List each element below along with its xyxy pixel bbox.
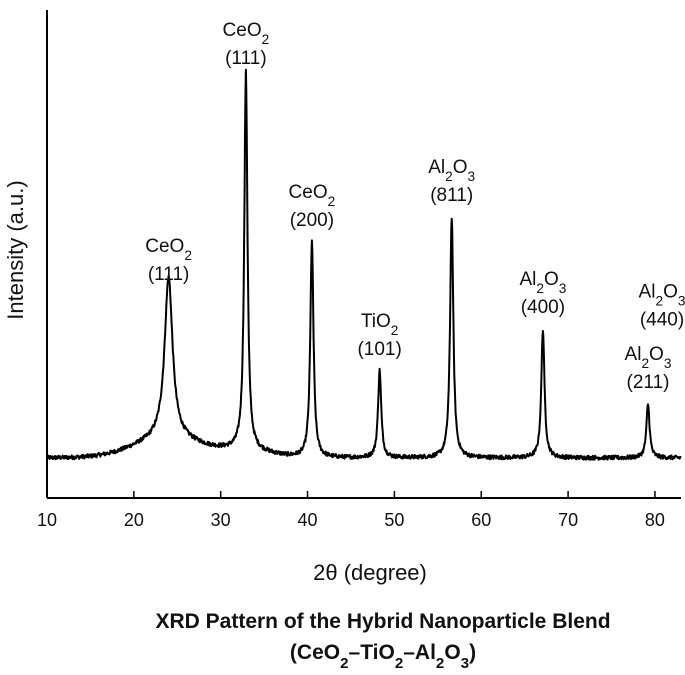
peak-compound-label: CeO2 [223, 20, 270, 47]
x-axis-label: 2θ (degree) [313, 560, 427, 585]
peak-hkl-label: (211) [627, 372, 670, 393]
peak-hkl-label: (111) [148, 264, 190, 285]
peak-annotation: CeO2(200) [289, 182, 336, 231]
y-axis-label: Intensity (a.u.) [3, 180, 28, 319]
x-tick-label: 20 [124, 510, 144, 530]
peak-annotation: CeO2(111) [223, 20, 270, 69]
x-tick-label: 70 [558, 510, 578, 530]
peak-compound-label: Al2O3 [639, 282, 685, 309]
x-tick-label: 10 [37, 510, 57, 530]
peak-hkl-label: (200) [290, 210, 334, 231]
peak-annotation: Al2O3(211) [625, 344, 672, 393]
peak-hkl-label: (111) [225, 48, 267, 69]
peak-labels: CeO2(111)CeO2(111)CeO2(200)TiO2(101)Al2O… [145, 20, 685, 393]
peak-compound-label: CeO2 [289, 182, 336, 209]
peak-compound-label: Al2O3 [625, 344, 672, 371]
peak-annotation: CeO2(111) [145, 236, 192, 285]
x-tick-label: 60 [471, 510, 491, 530]
peak-annotation: Al2O3(440) [639, 282, 685, 331]
peak-hkl-label: (101) [357, 339, 401, 360]
xrd-pattern-line [46, 68, 682, 461]
peak-hkl-label: (811) [430, 185, 473, 206]
peak-compound-label: Al2O3 [428, 157, 475, 184]
peak-hkl-label: (440) [640, 310, 684, 331]
x-tick-label: 40 [298, 510, 318, 530]
peak-compound-label: Al2O3 [519, 269, 566, 296]
x-tick-label: 50 [384, 510, 404, 530]
figure-caption-line1: XRD Pattern of the Hybrid Nanoparticle B… [155, 610, 610, 633]
peak-hkl-label: (400) [521, 297, 565, 318]
peak-annotation: Al2O3(811) [428, 157, 475, 206]
x-tick-label: 30 [211, 510, 231, 530]
peak-compound-label: CeO2 [145, 236, 192, 263]
figure-caption-line2: (CeO2–TiO2–Al2O3) [290, 641, 476, 672]
peak-annotation: Al2O3(400) [519, 269, 566, 318]
axes: 10 20 30 40 50 60 70 80 [37, 10, 681, 530]
plot-area: 10 20 30 40 50 60 70 80 CeO2(111)CeO2(111)CeO2(… [37, 10, 685, 530]
peak-compound-label: TiO2 [361, 311, 399, 338]
x-tick-label: 80 [645, 510, 665, 530]
peak-annotation: TiO2(101) [357, 311, 401, 360]
